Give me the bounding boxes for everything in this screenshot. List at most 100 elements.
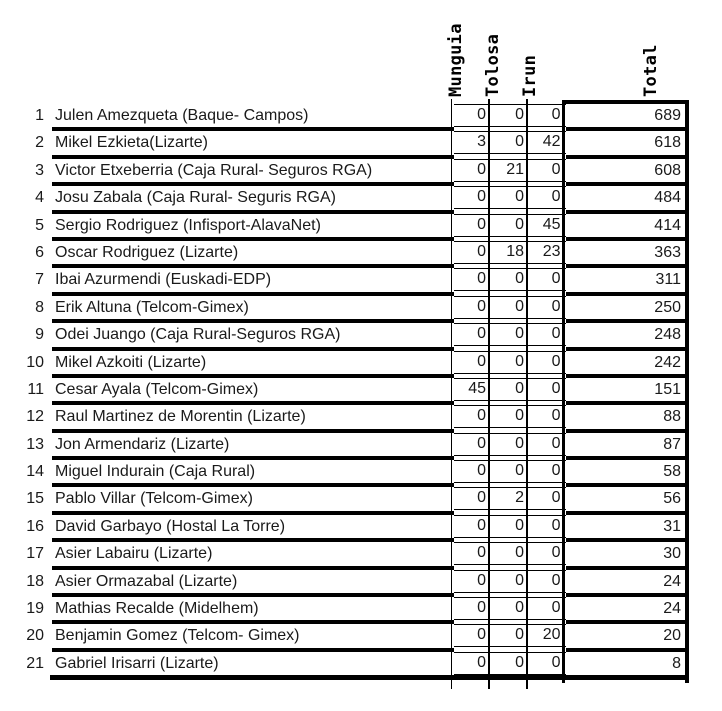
column-header-total: Total [641,44,661,97]
tolosa-points-cell: 0 [491,104,529,127]
total-points-cell: 24 [565,569,687,598]
rank-cell: 3 [35,161,44,179]
irun-points-cell: 0 [529,651,566,675]
irun-points-cell: 23 [529,240,566,264]
munguia-points-cell: 0 [453,240,491,264]
table-row: 15 Pablo Villar (Telcom-Gimex) 0 2 0 56 [0,487,687,515]
total-points-cell: 30 [565,542,687,570]
total-points-cell: 31 [565,514,687,543]
total-points-cell: 24 [565,597,687,625]
rank-cell: 9 [35,326,44,344]
total-points-cell: 87 [565,432,687,461]
tolosa-points-cell: 0 [491,186,529,210]
rider-name-cell: Mathias Recalde (Midelhem) [52,597,454,625]
irun-points-cell: 0 [529,542,566,566]
rank-cell: 5 [35,216,44,234]
rider-name-cell: Oscar Rodriguez (Lizarte) [52,241,454,269]
column-header-irun: Irun [520,54,540,97]
tolosa-points-cell: 0 [491,377,529,401]
munguia-points-cell: 0 [453,432,491,456]
rank-cell: 6 [35,243,44,261]
rider-name-cell: Miguel Indurain (Caja Rural) [52,460,454,488]
table-row: 11 Cesar Ayala (Telcom-Gimex) 45 0 0 151 [0,377,687,406]
munguia-points-cell: 0 [453,514,491,538]
rider-name-cell: Jon Armendariz (Lizarte) [52,433,454,461]
munguia-points-cell: 0 [453,597,491,621]
total-points-cell: 248 [565,323,687,351]
irun-points-cell: 42 [529,131,566,155]
irun-points-cell: 0 [529,377,566,401]
table-row: 5 Sergio Rodriguez (Infisport-AlavaNet) … [0,213,687,241]
rank-cell: 20 [26,627,44,645]
irun-points-cell: 0 [529,569,566,593]
column-header-tolosa: Tolosa [483,33,503,97]
tolosa-points-cell: 0 [491,131,529,155]
munguia-points-cell: 0 [453,213,491,237]
munguia-points-cell: 0 [453,405,491,429]
total-column-right-border [685,100,689,683]
munguia-points-cell: 0 [453,542,491,566]
munguia-points-cell: 0 [453,651,491,675]
munguia-points-cell: 0 [453,186,491,210]
rank-cell: 18 [26,572,44,590]
rider-name-cell: Julen Amezqueta (Baque- Campos) [52,104,454,132]
munguia-points-cell: 0 [453,295,491,319]
rider-name-cell: Erik Altuna (Telcom-Gimex) [52,296,454,324]
table-row: 9 Odei Juango (Caja Rural-Seguros RGA) 0… [0,323,687,351]
tolosa-points-cell: 2 [491,487,529,511]
tolosa-points-cell: 0 [491,514,529,538]
table-row: 19 Mathias Recalde (Midelhem) 0 0 0 24 [0,597,687,625]
table-row: 20 Benjamin Gomez (Telcom- Gimex) 0 0 20… [0,624,687,652]
table-row: 13 Jon Armendariz (Lizarte) 0 0 0 87 [0,432,687,461]
table-row: 6 Oscar Rodriguez (Lizarte) 0 18 23 363 [0,240,687,269]
tolosa-points-cell: 0 [491,323,529,347]
total-points-cell: 414 [565,213,687,241]
rank-cell: 2 [35,134,44,152]
rank-cell: 14 [26,463,44,481]
table-body: 1 Julen Amezqueta (Baque- Campos) 0 0 0 … [0,104,687,680]
column-divider-thin [450,99,453,689]
rider-name-cell: Pablo Villar (Telcom-Gimex) [52,487,454,515]
tolosa-points-cell: 0 [491,213,529,237]
table-row: 18 Asier Ormazabal (Lizarte) 0 0 0 24 [0,569,687,598]
table-row: 12 Raul Martinez de Morentin (Lizarte) 0… [0,405,687,433]
irun-points-cell: 45 [529,213,566,237]
rank-cell: 10 [26,353,44,371]
rank-cell: 7 [35,271,44,289]
irun-points-cell: 0 [529,432,566,456]
table-row: 16 David Garbayo (Hostal La Torre) 0 0 0… [0,514,687,543]
table-row: 4 Josu Zabala (Caja Rural- Seguris RGA) … [0,186,687,214]
tolosa-points-cell: 0 [491,350,529,374]
tolosa-points-cell: 0 [491,460,529,484]
total-points-cell: 484 [565,186,687,214]
tolosa-points-cell: 21 [491,158,529,182]
rank-cell: 21 [26,654,44,672]
total-column-top-border [561,100,689,104]
tolosa-points-cell: 0 [491,624,529,648]
rider-name-cell: Cesar Ayala (Telcom-Gimex) [52,378,454,406]
irun-points-cell: 0 [529,597,566,621]
munguia-points-cell: 0 [453,104,491,127]
munguia-points-cell: 0 [453,158,491,182]
tolosa-points-cell: 0 [491,432,529,456]
table-row: 17 Asier Labairu (Lizarte) 0 0 0 30 [0,542,687,570]
munguia-points-cell: 0 [453,460,491,484]
rank-cell: 15 [26,490,44,508]
total-points-cell: 58 [565,460,687,488]
total-points-cell: 20 [565,624,687,652]
total-points-cell: 56 [565,487,687,515]
rank-cell: 19 [26,600,44,618]
rider-name-cell: Odei Juango (Caja Rural-Seguros RGA) [52,323,454,351]
tolosa-points-cell: 0 [491,405,529,429]
tolosa-points-cell: 0 [491,295,529,319]
rank-cell: 8 [35,298,44,316]
rider-name-cell: Victor Etxeberria (Caja Rural- Seguros R… [52,159,454,187]
munguia-points-cell: 0 [453,268,491,292]
total-points-cell: 151 [565,377,687,406]
rank-cell: 17 [26,545,44,563]
rider-name-cell: Mikel Azkoiti (Lizarte) [52,351,454,378]
total-points-cell: 250 [565,295,687,324]
total-points-cell: 88 [565,405,687,433]
tolosa-points-cell: 0 [491,597,529,621]
irun-points-cell: 0 [529,268,566,292]
